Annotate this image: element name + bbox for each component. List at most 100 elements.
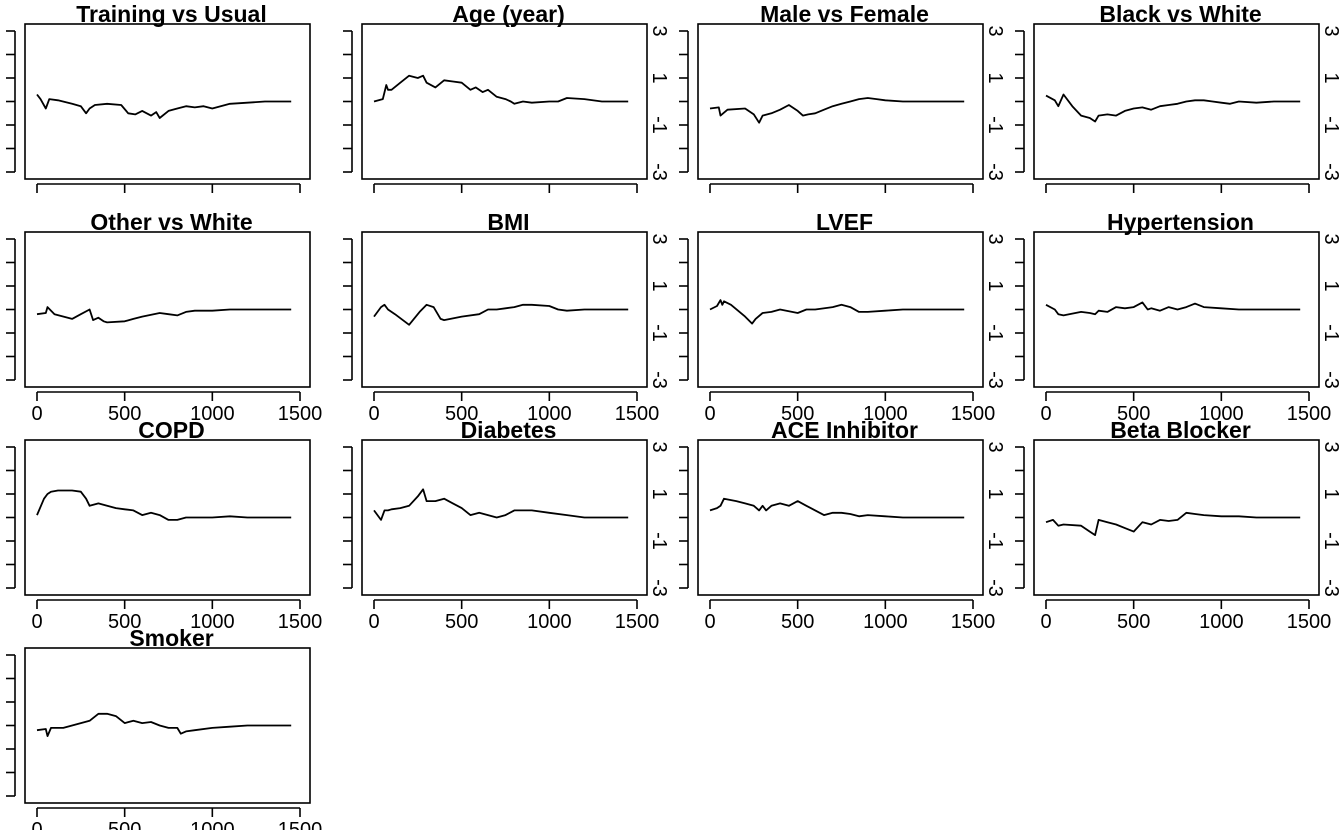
y-tick-label: -3 — [1320, 579, 1342, 597]
y-tick-label: 3 — [984, 441, 1006, 452]
y-tick-label: -3 — [648, 579, 670, 597]
x-tick-label: 1500 — [1287, 611, 1332, 633]
panel-11: 0 500 1000 1500 3 1 -1 -3 ACE Inhibitor — [679, 417, 1006, 633]
y-tick-label: -1 — [1320, 532, 1342, 550]
x-tick-label: 0 — [704, 403, 715, 425]
y-tick-label: -1 — [984, 532, 1006, 550]
y-tick-label: 3 — [1320, 25, 1342, 36]
panel-4: 3 1 -1 -3 Black vs White — [1015, 1, 1342, 193]
series-line — [1045, 93, 1301, 123]
x-tick-label: 500 — [1117, 403, 1150, 425]
series-line — [709, 299, 965, 325]
plot-frame — [1033, 231, 1320, 388]
y-tick-label: -3 — [648, 371, 670, 389]
y-tick-label: 1 — [1320, 72, 1342, 83]
panel-13: 0 500 1000 1500 Smoker — [6, 625, 322, 835]
series-line — [373, 488, 629, 521]
plot-frame — [697, 439, 984, 596]
x-tick-label: 1500 — [951, 611, 996, 633]
x-tick-label: 1000 — [527, 611, 572, 633]
series-line — [709, 97, 965, 124]
x-tick-label: 500 — [108, 819, 141, 830]
series-line — [1045, 511, 1301, 536]
y-tick-label: -3 — [648, 163, 670, 181]
panel-title: Hypertension — [1107, 209, 1254, 235]
x-tick-label: 1500 — [278, 403, 323, 425]
y-tick-label: -1 — [984, 116, 1006, 134]
x-tick-label: 0 — [31, 403, 42, 425]
x-tick-label: 0 — [1040, 611, 1051, 633]
panel-title: COPD — [138, 417, 204, 443]
panel-title: LVEF — [816, 209, 873, 235]
plot-frame — [24, 23, 311, 180]
panel-2: 3 1 -1 -3 Age (year) — [343, 1, 670, 193]
y-tick-label: -3 — [1320, 163, 1342, 181]
x-tick-label: 1500 — [615, 611, 660, 633]
x-tick-label: 500 — [445, 403, 478, 425]
x-tick-label: 0 — [368, 611, 379, 633]
series-line — [373, 303, 629, 326]
x-tick-label: 500 — [108, 403, 141, 425]
x-tick-label: 1000 — [1199, 611, 1244, 633]
y-tick-label: 1 — [984, 280, 1006, 291]
plot-frame — [1033, 439, 1320, 596]
y-tick-label: 3 — [648, 25, 670, 36]
plot-frame — [361, 439, 648, 596]
y-tick-label: -1 — [648, 532, 670, 550]
y-tick-label: -1 — [648, 116, 670, 134]
panel-6: 0 500 1000 1500 3 1 -1 -3 BMI — [343, 209, 670, 425]
panel-title: Training vs Usual — [76, 1, 266, 27]
x-tick-label: 0 — [704, 611, 715, 633]
series-line — [36, 306, 292, 324]
series-line — [36, 489, 292, 521]
panel-12: 0 500 1000 1500 3 1 -1 -3 Beta Blocker — [1015, 417, 1342, 633]
y-tick-label: 1 — [984, 72, 1006, 83]
y-tick-label: 1 — [648, 280, 670, 291]
panel-title: Diabetes — [461, 417, 557, 443]
y-tick-label: -1 — [1320, 116, 1342, 134]
y-tick-label: 1 — [1320, 488, 1342, 499]
panel-7: 0 500 1000 1500 3 1 -1 -3 LVEF — [679, 209, 1006, 425]
x-tick-label: 1000 — [863, 403, 908, 425]
x-tick-label: 500 — [108, 611, 141, 633]
series-line — [1045, 301, 1301, 317]
y-tick-label: 3 — [648, 441, 670, 452]
plot-frame — [24, 439, 311, 596]
panel-title: BMI — [487, 209, 529, 235]
x-tick-label: 500 — [781, 611, 814, 633]
series-line — [373, 74, 629, 105]
panel-5: 0 500 1000 1500 Other vs White — [6, 209, 322, 425]
x-tick-label: 0 — [368, 403, 379, 425]
panel-title: Smoker — [129, 625, 213, 651]
panel-title: Male vs Female — [760, 1, 929, 27]
x-tick-label: 1000 — [190, 611, 235, 633]
y-tick-label: 3 — [648, 233, 670, 244]
y-tick-label: -1 — [1320, 324, 1342, 342]
panel-9: 0 500 1000 1500 COPD — [6, 417, 322, 633]
y-tick-label: -3 — [984, 579, 1006, 597]
y-tick-label: 3 — [984, 233, 1006, 244]
x-tick-label: 500 — [445, 611, 478, 633]
x-tick-label: 0 — [1040, 403, 1051, 425]
y-tick-label: -3 — [1320, 371, 1342, 389]
y-tick-label: -3 — [984, 163, 1006, 181]
panel-title: Other vs White — [90, 209, 252, 235]
panel-title: Beta Blocker — [1110, 417, 1251, 443]
panel-8: 0 500 1000 1500 3 1 -1 -3 Hypertension — [1015, 209, 1342, 425]
x-tick-label: 500 — [1117, 611, 1150, 633]
plot-frame — [697, 23, 984, 180]
x-tick-label: 1500 — [615, 403, 660, 425]
x-tick-label: 500 — [781, 403, 814, 425]
panel-10: 0 500 1000 1500 3 1 -1 -3 Diabetes — [343, 417, 670, 633]
panel-title: Black vs White — [1099, 1, 1261, 27]
y-tick-label: 1 — [1320, 280, 1342, 291]
x-tick-label: 1000 — [1199, 403, 1244, 425]
plot-frame — [361, 23, 648, 180]
x-tick-label: 1000 — [863, 611, 908, 633]
panel-3: 3 1 -1 -3 Male vs Female — [679, 1, 1006, 193]
y-tick-label: 3 — [1320, 441, 1342, 452]
y-tick-label: 1 — [648, 72, 670, 83]
plot-frame — [24, 231, 311, 388]
